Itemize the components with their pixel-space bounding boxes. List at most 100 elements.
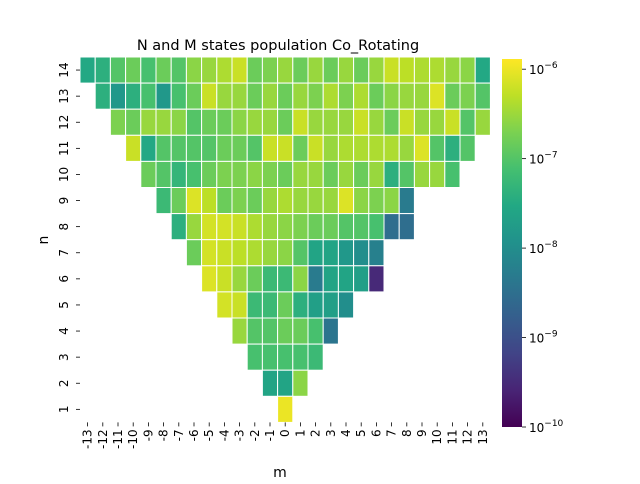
heatmap-cell-n13-m-9 — [140, 82, 157, 110]
heatmap-cell-n7-m3 — [322, 239, 339, 267]
heatmap-cell-n2-m-1 — [261, 369, 279, 397]
x-tick-label: -11 — [111, 429, 125, 449]
y-tick-label: 1 — [57, 406, 71, 414]
heatmap-cell-n11-m-4 — [216, 134, 233, 162]
heatmap-cell-n13-m-10 — [125, 82, 142, 110]
heatmap-cell-n8-m-7 — [170, 213, 187, 241]
heatmap-cell-n8-m2 — [307, 213, 324, 241]
colorbar-tick-label: 10−6 — [529, 61, 558, 77]
heatmap-cell-n14-m11 — [444, 56, 461, 84]
heatmap-cell-n8-m1 — [292, 213, 309, 241]
heatmap-cell-n10-m7 — [383, 160, 400, 188]
heatmap-cell-n12-m-5 — [201, 108, 218, 136]
heatmap-cell-n6-m1 — [292, 265, 309, 293]
heatmap-cell-n10-m10 — [429, 160, 446, 188]
heatmap-cell-n9-m-1 — [261, 187, 279, 215]
x-tick-label: -9 — [141, 429, 155, 441]
heatmap-cell-n10-m-5 — [201, 160, 218, 188]
heatmap-cell-n11-m-10 — [125, 134, 142, 162]
heatmap-cell-n9-m4 — [337, 187, 355, 215]
heatmap-cell-n13-m6 — [368, 82, 385, 110]
heatmap-cell-n3-m-1 — [261, 343, 279, 371]
heatmap-cell-n13-m0 — [277, 82, 294, 110]
heatmap-cell-n13-m-6 — [185, 82, 203, 110]
heatmap-cell-n11-m12 — [459, 134, 476, 162]
heatmap-cell-n9-m-2 — [246, 187, 263, 215]
heatmap-cell-n13-m5 — [353, 82, 370, 110]
heatmap-cell-n7-m1 — [292, 239, 309, 267]
x-tick-label: -3 — [233, 429, 247, 441]
x-tick-label: -7 — [172, 429, 186, 441]
heatmap-cell-n6-m-5 — [201, 265, 218, 293]
heatmap-cell-n6-m-1 — [261, 265, 279, 293]
heatmap-cell-n5-m1 — [292, 291, 309, 319]
heatmap-cell-n8-m0 — [277, 213, 294, 241]
heatmap-cell-n12-m5 — [353, 108, 370, 136]
heatmap-cell-n13-m9 — [413, 82, 431, 110]
heatmap-cell-n10-m-1 — [261, 160, 279, 188]
y-tick-label: 6 — [57, 275, 71, 283]
heatmap-cell-n7-m2 — [307, 239, 324, 267]
heatmap-cell-n11-m-3 — [231, 134, 248, 162]
heatmap-cell-n8-m-1 — [261, 213, 279, 241]
heatmap-cell-n14-m-3 — [231, 56, 248, 84]
heatmap-cell-n11-m-8 — [155, 134, 172, 162]
y-tick-label: 7 — [57, 249, 71, 257]
heatmap-cell-n12-m-2 — [246, 108, 263, 136]
y-tick-label: 3 — [57, 353, 71, 361]
heatmap-cell-n13-m-12 — [94, 82, 111, 110]
x-tick-label: 10 — [430, 429, 444, 444]
heatmap-cell-n9-m3 — [322, 187, 339, 215]
y-tick-label: 10 — [57, 167, 71, 182]
heatmap-cell-n7-m6 — [368, 239, 385, 267]
x-tick-label: -1 — [263, 429, 277, 441]
heatmap-cell-n9-m7 — [383, 187, 400, 215]
heatmap-cell-n14-m13 — [474, 56, 491, 84]
heatmap-cell-n1-m0 — [277, 395, 294, 423]
heatmap-cell-n13-m-5 — [201, 82, 218, 110]
heatmap-cell-n8-m-2 — [246, 213, 263, 241]
heatmap-cell-n6-m4 — [337, 265, 355, 293]
x-tick-label: -2 — [248, 429, 262, 441]
heatmap-cell-n13-m11 — [444, 82, 461, 110]
heatmap-cell-n13-m-8 — [155, 82, 172, 110]
heatmap-cell-n14-m2 — [307, 56, 324, 84]
y-axis-ticks: 14 13 12 11 10 9 8 7 6 5 4 3 2 1 — [57, 62, 80, 413]
heatmap-cell-n5-m-1 — [261, 291, 279, 319]
heatmap-cell-n6-m-3 — [231, 265, 248, 293]
heatmap-cell-n11-m7 — [383, 134, 400, 162]
heatmap-cell-n10-m3 — [322, 160, 339, 188]
heatmap-cell-n8-m6 — [368, 213, 385, 241]
x-tick-label: 7 — [385, 429, 399, 437]
x-tick-label: 6 — [369, 429, 383, 437]
heatmap-cell-n14-m-9 — [140, 56, 157, 84]
heatmap-cell-n8-m-3 — [231, 213, 248, 241]
y-tick-label: 5 — [57, 301, 71, 309]
y-tick-label: 14 — [57, 62, 71, 77]
heatmap-cell-n13-m8 — [398, 82, 415, 110]
heatmap-cell-n11-m-5 — [201, 134, 218, 162]
heatmap-cell-n6-m0 — [277, 265, 294, 293]
heatmap-cell-n13-m13 — [474, 82, 491, 110]
heatmap-cell-n11-m6 — [368, 134, 385, 162]
heatmap-cell-n11-m1 — [292, 134, 309, 162]
heatmap-cell-n3-m2 — [307, 343, 324, 371]
heatmap-cell-n8-m7 — [383, 213, 400, 241]
heatmap-cell-n14-m0 — [277, 56, 294, 84]
heatmap-cell-n14-m1 — [292, 56, 309, 84]
heatmap-cell-n10-m1 — [292, 160, 309, 188]
heatmap-cell-n14-m-4 — [216, 56, 233, 84]
heatmap-cell-n14-m-12 — [94, 56, 111, 84]
heatmap-cell-n13-m-1 — [261, 82, 279, 110]
heatmap-cell-n10-m-2 — [246, 160, 263, 188]
x-tick-label: -10 — [126, 429, 140, 449]
heatmap-cell-n12-m-7 — [170, 108, 187, 136]
heatmap-cell-n8-m8 — [398, 213, 415, 241]
heatmap-cell-n7-m-1 — [261, 239, 279, 267]
heatmap-cell-n12-m-4 — [216, 108, 233, 136]
x-tick-label: 9 — [415, 429, 429, 437]
heatmap-cell-n11-m9 — [413, 134, 431, 162]
heatmap-cell-n13-m-3 — [231, 82, 248, 110]
heatmap-cell-n9-m8 — [398, 187, 415, 215]
heatmap-cell-n8-m-6 — [185, 213, 203, 241]
